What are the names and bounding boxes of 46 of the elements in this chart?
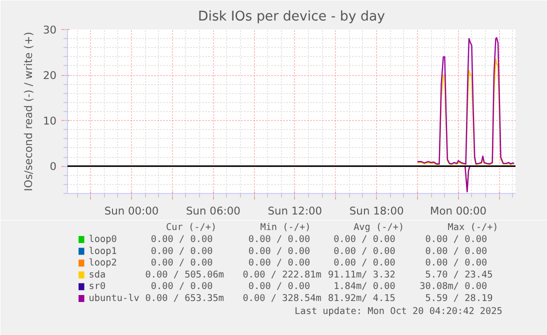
text: 0.00 / 0.00 [248, 246, 311, 257]
text: 0.00 / 653.35m [145, 293, 224, 304]
text: 91.11m/ 3.32 [328, 269, 396, 280]
text: 30.08m/ 0.00 [420, 281, 488, 292]
text: 0.00 / 0.00 [334, 258, 396, 269]
y-tick-label: 20 [42, 69, 57, 82]
x-tick-label: Sun 00:00 [104, 204, 159, 218]
text: 0.00 / 0.00 [334, 234, 396, 245]
text: Avg (-/+) [354, 222, 404, 233]
x-tick-label: Sun 06:00 [186, 204, 241, 218]
x-tick-label: Sun 12:00 [268, 204, 322, 218]
text: 0.00 / 222.81m [242, 269, 322, 280]
legend-label: ubuntu-lv [88, 293, 140, 304]
text: 0.00 / 0.00 [248, 234, 311, 245]
text: 0.00 / 0.00 [150, 258, 214, 269]
legend-label: loop0 [88, 234, 118, 245]
legend-label: loop1 [88, 246, 117, 257]
text: 0.00 / 0.00 [425, 258, 488, 269]
legend-label: sr0 [88, 281, 106, 292]
legend-label: loop2 [88, 258, 117, 269]
y-tick-label: 0 [50, 160, 57, 174]
text: 0.00 / 0.00 [248, 258, 311, 269]
text: Last update: Mon Oct 20 04:20:42 2025 [294, 306, 502, 317]
text: 0.00 / 0.00 [248, 281, 311, 292]
text: 1.84m/ 0.00 [334, 281, 396, 292]
text: Max (-/+) [448, 222, 498, 233]
y-axis-title: IOs/second read (-) / write (+) [22, 32, 35, 192]
text: 0.00 / 0.00 [150, 246, 214, 257]
y-tick-label: 30 [42, 24, 57, 36]
x-tick-label: Sun 18:00 [349, 204, 404, 218]
y-tick-label: 10 [42, 114, 57, 128]
text: 0.00 / 0.00 [425, 246, 488, 257]
text: 0.00 / 0.00 [334, 246, 396, 257]
text: Min (-/+) [260, 222, 311, 233]
text: 81.92m/ 4.15 [328, 293, 396, 304]
text: 0.00 / 0.00 [150, 234, 214, 245]
text: 0.00 / 328.54m [242, 293, 322, 304]
text: 0.00 / 505.06m [145, 269, 224, 280]
text: 5.59 / 28.19 [425, 293, 493, 304]
text: 5.70 / 23.45 [425, 269, 493, 280]
text: 0.00 / 0.00 [425, 234, 488, 245]
text: Cur (-/+) [166, 222, 217, 233]
legend-label: sda [88, 269, 106, 280]
chart-title: Disk IOs per device - by day [198, 10, 386, 24]
x-tick-label: Mon 00:00 [430, 204, 487, 218]
text: 0.00 / 0.00 [150, 281, 214, 292]
